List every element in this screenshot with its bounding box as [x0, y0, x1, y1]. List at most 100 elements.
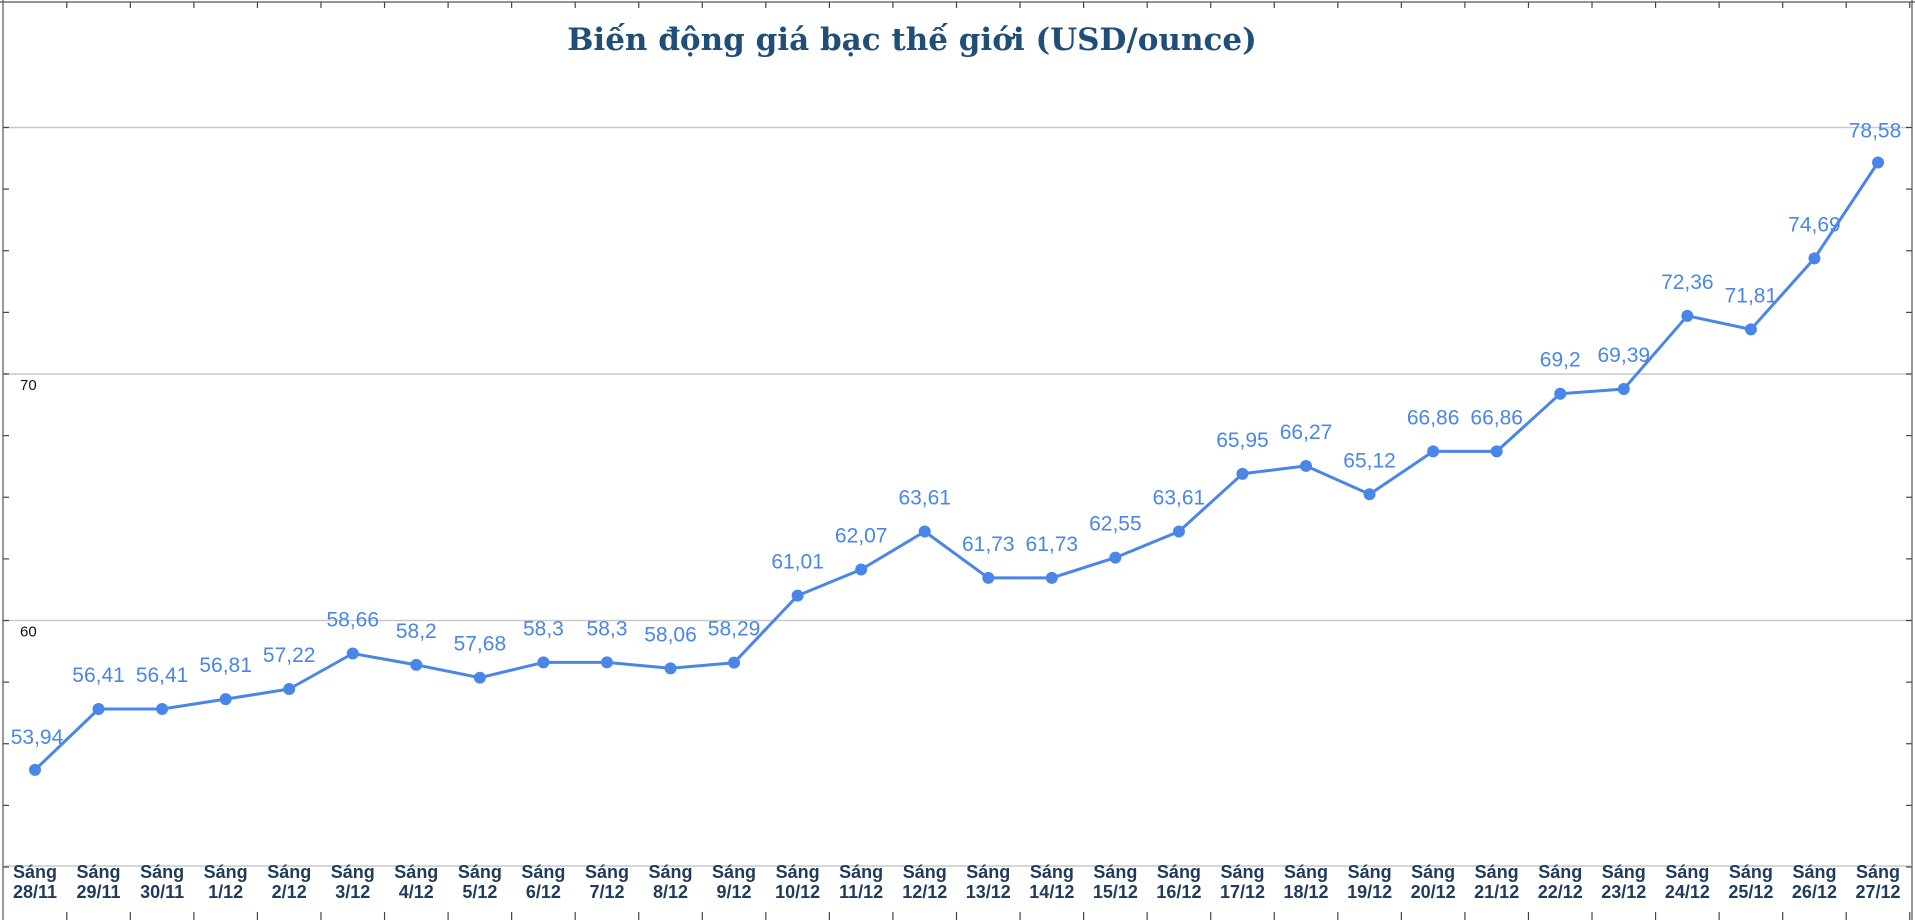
data-label: 66,86 [1470, 406, 1523, 429]
data-point [219, 693, 232, 706]
x-category-label: Sáng 30/11 [140, 862, 184, 902]
data-label: 58,29 [708, 618, 761, 641]
x-category-label: Sáng 28/11 [13, 862, 57, 902]
data-point [346, 647, 359, 660]
x-category-label: Sáng 2/12 [267, 862, 311, 902]
data-label: 63,61 [898, 487, 951, 510]
data-point [1744, 323, 1757, 336]
data-label: 71,81 [1725, 284, 1778, 307]
data-point [1363, 488, 1376, 501]
data-label: 58,66 [326, 609, 379, 632]
data-label: 69,2 [1540, 349, 1581, 372]
data-point [982, 571, 995, 584]
data-point [283, 683, 296, 696]
data-label: 72,36 [1661, 271, 1714, 294]
x-category-label: Sáng 17/12 [1220, 862, 1265, 902]
data-point [791, 589, 804, 602]
data-label: 58,3 [523, 617, 564, 640]
data-label: 63,61 [1153, 487, 1206, 510]
x-category-label: Sáng 25/12 [1728, 862, 1773, 902]
y-tick-label: 60 [20, 624, 37, 641]
data-label: 78,58 [1849, 120, 1902, 143]
data-point [1554, 387, 1567, 400]
data-label: 69,39 [1598, 344, 1651, 367]
x-category-label: Sáng 8/12 [649, 862, 693, 902]
x-category-label: Sáng 9/12 [712, 862, 756, 902]
data-label: 57,22 [263, 644, 316, 667]
x-category-label: Sáng 7/12 [585, 862, 629, 902]
data-label: 61,73 [962, 533, 1015, 556]
data-point [1172, 525, 1185, 538]
data-label: 65,12 [1343, 449, 1396, 472]
data-label: 53,94 [11, 726, 64, 749]
data-label: 56,81 [199, 654, 252, 677]
x-category-label: Sáng 10/12 [775, 862, 820, 902]
x-category-label: Sáng 3/12 [331, 862, 375, 902]
data-label: 61,01 [771, 551, 824, 574]
data-label: 65,95 [1216, 429, 1269, 452]
x-category-label: Sáng 14/12 [1029, 862, 1074, 902]
data-point [1236, 467, 1249, 480]
data-point [664, 662, 677, 675]
data-point [1427, 445, 1440, 458]
data-point [918, 525, 931, 538]
axis-ticks [3, 2, 1912, 920]
x-category-label: Sáng 19/12 [1347, 862, 1392, 902]
x-category-label: Sáng 15/12 [1093, 862, 1138, 902]
x-category-label: Sáng 29/11 [77, 862, 121, 902]
data-point [728, 656, 741, 669]
data-point [29, 763, 41, 776]
data-point [855, 563, 868, 576]
x-category-label: Sáng 21/12 [1474, 862, 1519, 902]
x-category-label: Sáng 22/12 [1538, 862, 1583, 902]
data-points [29, 156, 1884, 776]
data-label: 74,69 [1788, 213, 1841, 236]
data-point [1617, 383, 1630, 396]
data-point [600, 656, 613, 669]
chart-title: Biến động giá bạc thế giới (USD/ounce) [567, 21, 1257, 58]
data-label: 58,2 [396, 620, 437, 643]
data-point [473, 671, 486, 684]
data-label: 66,27 [1280, 421, 1333, 444]
data-label: 62,55 [1089, 513, 1142, 536]
data-label: 58,3 [587, 617, 628, 640]
x-category-label: Sáng 24/12 [1665, 862, 1710, 902]
data-label: 62,07 [835, 524, 888, 547]
data-label: 61,73 [1026, 533, 1079, 556]
data-labels: 53,94 56,41 56,41 56,81 57,22 58,66 58,2 57,68 5… [11, 120, 1902, 749]
data-point [156, 702, 169, 715]
data-point [1490, 445, 1503, 458]
x-category-label: Sáng 6/12 [521, 862, 565, 902]
x-category-label: Sáng 5/12 [458, 862, 502, 902]
y-tick-label: 70 [20, 377, 37, 394]
data-label: 66,86 [1407, 406, 1460, 429]
y-axis-tick-labels: 60 70 [20, 377, 37, 641]
x-category-label: Sáng 4/12 [394, 862, 438, 902]
x-category-label: Sáng 1/12 [204, 862, 248, 902]
x-axis-category-labels: Sáng 28/11 Sáng 29/11 Sáng 30/11 Sáng 1/12 Sáng 2… [13, 862, 1901, 902]
x-category-label: Sáng 16/12 [1156, 862, 1201, 902]
x-category-label: Sáng 11/12 [839, 862, 883, 902]
x-category-label: Sáng 27/12 [1855, 862, 1900, 902]
data-point [1045, 571, 1058, 584]
data-point [1872, 156, 1884, 169]
data-label: 58,06 [644, 623, 697, 646]
data-label: 56,41 [72, 664, 125, 687]
data-point [1300, 459, 1313, 472]
gridlines [3, 126, 1912, 867]
x-category-label: Sáng 20/12 [1411, 862, 1456, 902]
x-category-label: Sáng 12/12 [902, 862, 947, 902]
data-point [1808, 252, 1821, 265]
data-point [92, 702, 105, 715]
data-point [537, 656, 550, 669]
x-category-label: Sáng 23/12 [1601, 862, 1646, 902]
x-category-label: Sáng 13/12 [966, 862, 1011, 902]
data-label: 57,68 [454, 633, 507, 656]
data-point [410, 658, 423, 671]
data-label: 56,41 [136, 664, 189, 687]
data-point [1109, 551, 1122, 564]
data-point [1681, 309, 1694, 322]
